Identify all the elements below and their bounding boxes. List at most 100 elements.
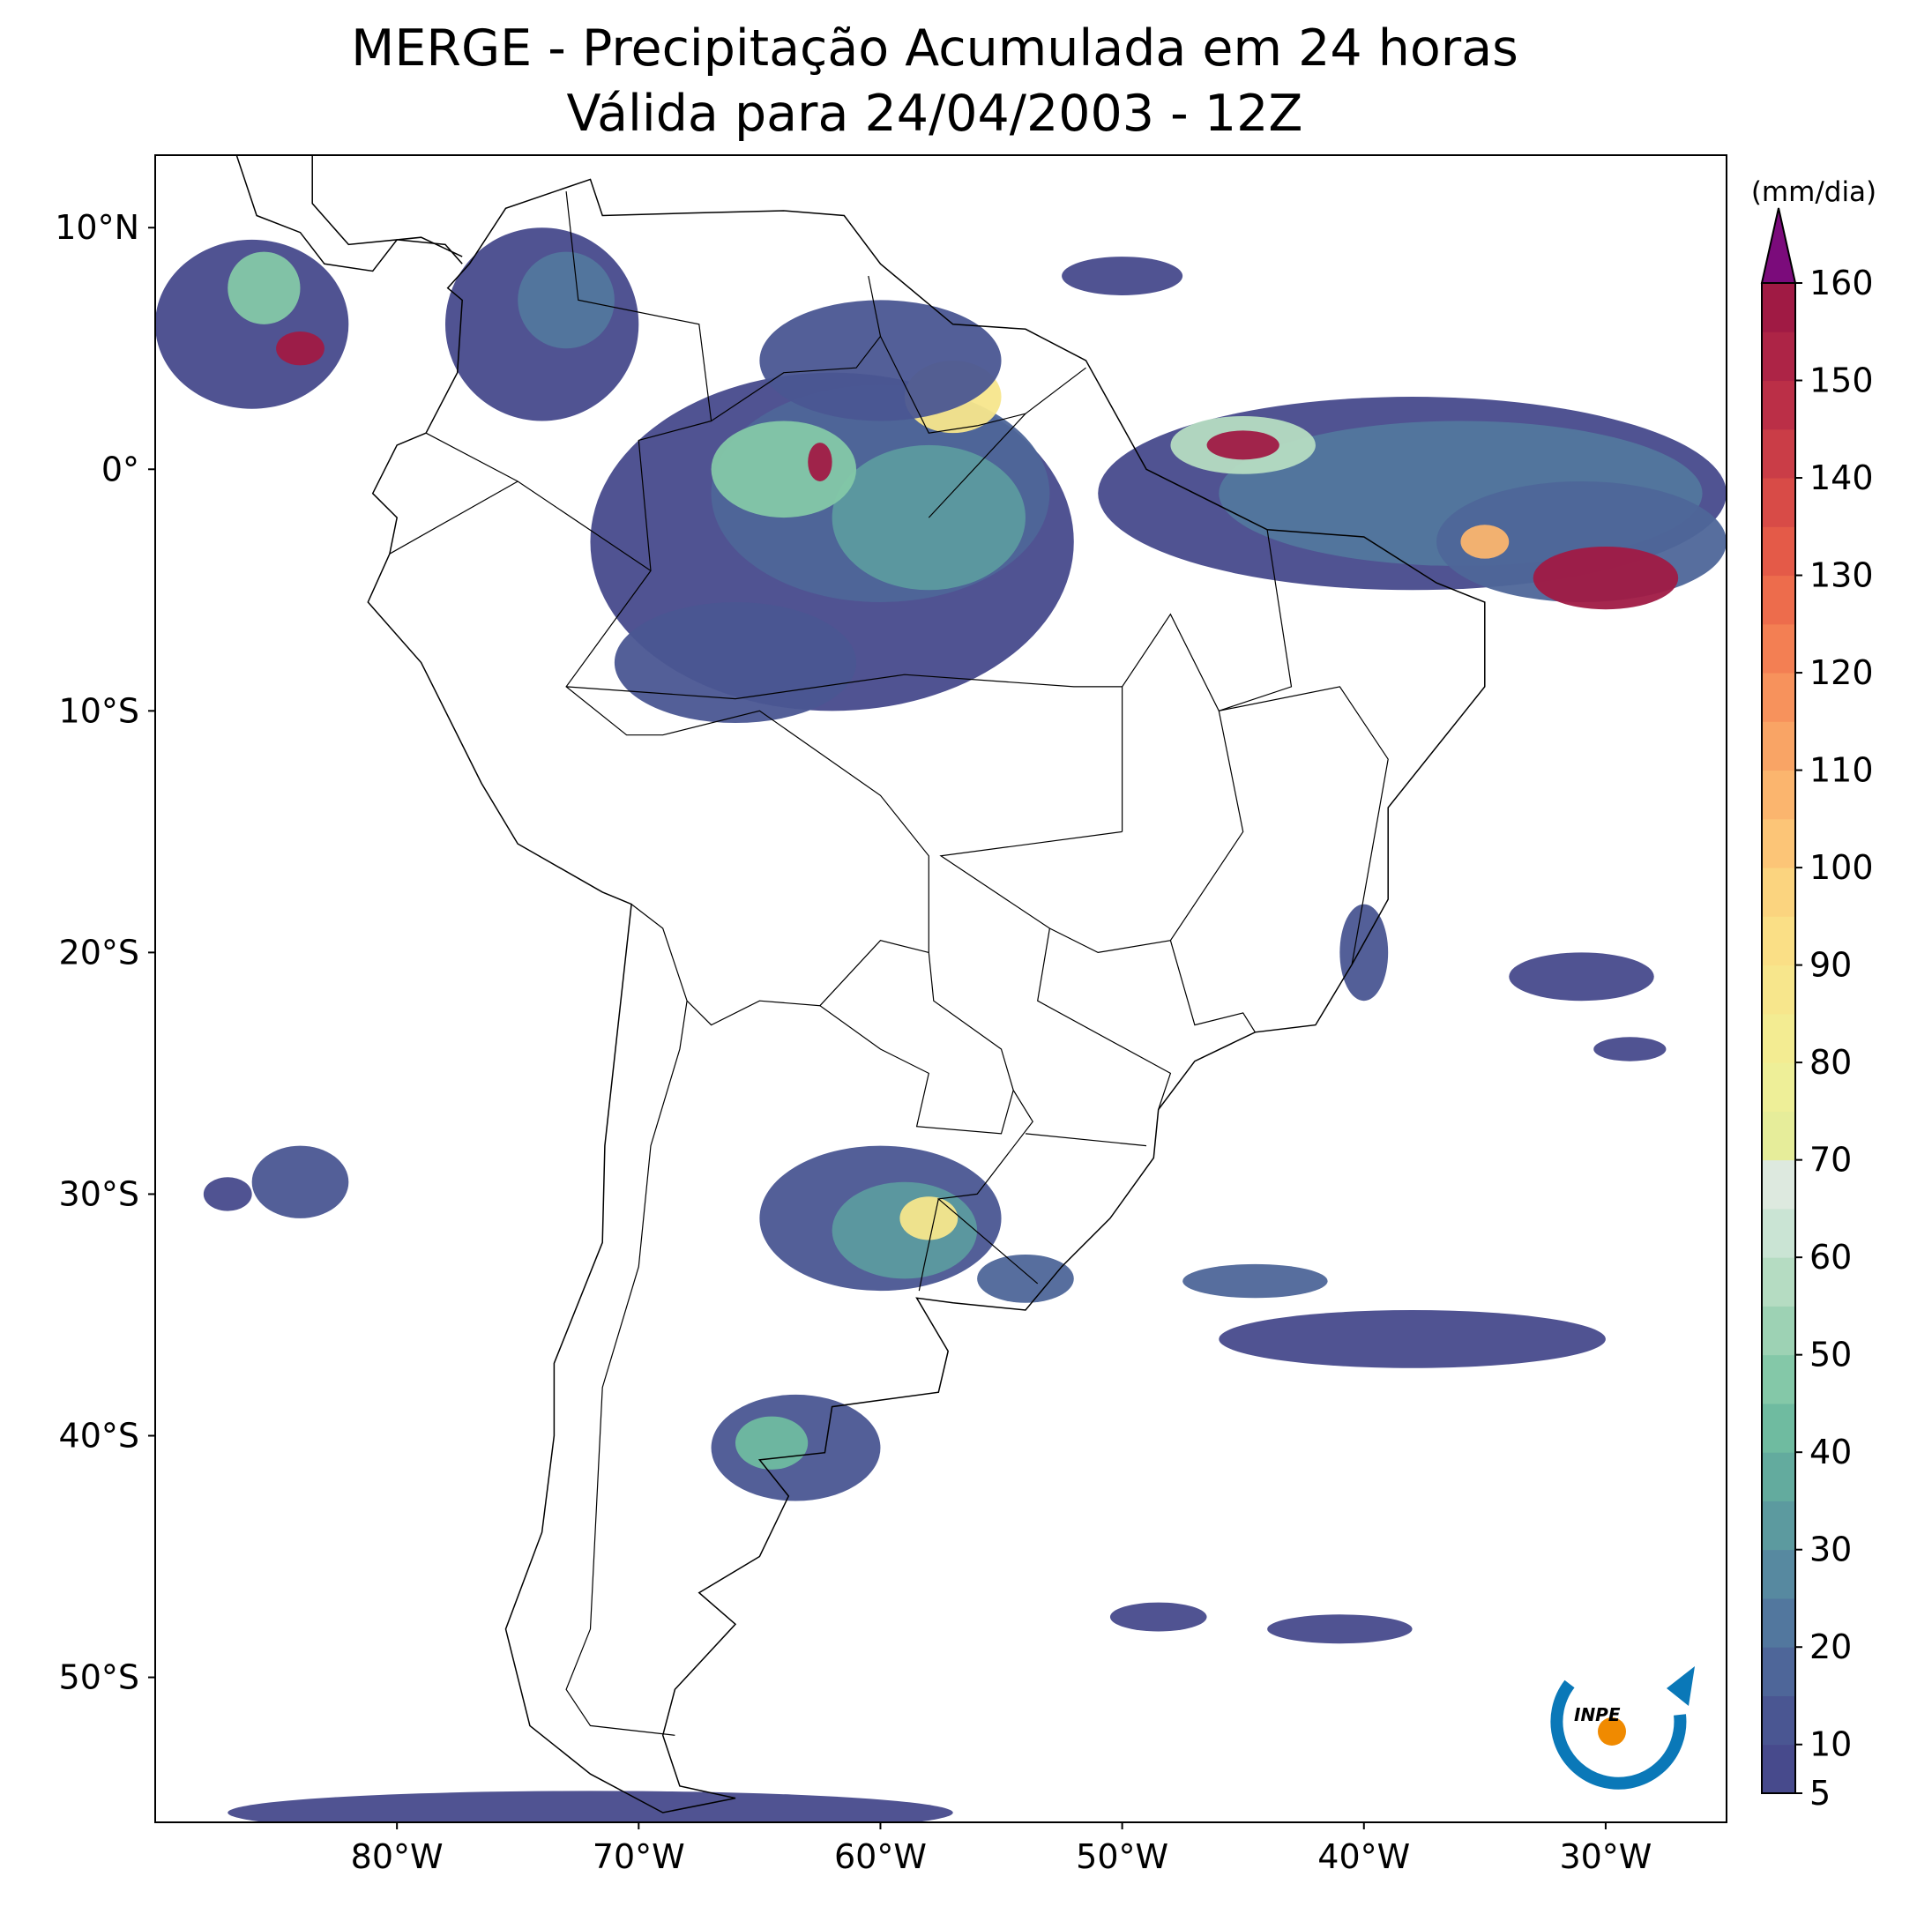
colorbar-tick-label: 80 xyxy=(1809,1043,1852,1082)
colorbar-bin xyxy=(1762,478,1795,527)
colorbar-bin xyxy=(1762,721,1795,771)
precip-area xyxy=(808,443,832,481)
colorbar-bin xyxy=(1762,1501,1795,1551)
colorbar-bin xyxy=(1762,1257,1795,1307)
colorbar-bin xyxy=(1762,1111,1795,1161)
colorbar-bin xyxy=(1762,1744,1795,1794)
x-tick-label: 50°W xyxy=(1076,1837,1168,1876)
logo-arc xyxy=(1550,1679,1687,1790)
colorbar-tick-label: 5 xyxy=(1809,1774,1831,1813)
colorbar-tick-label: 20 xyxy=(1809,1627,1852,1666)
colorbar-tick-label: 70 xyxy=(1809,1141,1852,1180)
logo-dot xyxy=(1598,1717,1626,1746)
colorbar-frame xyxy=(1761,282,1796,1794)
colorbar-tick-label: 40 xyxy=(1809,1433,1852,1471)
precip-area xyxy=(228,1791,953,1822)
coastline xyxy=(235,155,463,272)
border xyxy=(630,904,929,1026)
border xyxy=(1025,1133,1147,1147)
colorbar-bin xyxy=(1762,526,1795,577)
precip-area xyxy=(518,251,615,349)
map-frame xyxy=(154,154,1727,1823)
border xyxy=(1219,686,1389,965)
border xyxy=(918,1198,939,1292)
y-tick-label: 40°S xyxy=(59,1417,139,1456)
colorbar-tick-label: 150 xyxy=(1809,361,1874,400)
colorbar-bin xyxy=(1762,1159,1795,1210)
colorbar-tick-label: 100 xyxy=(1809,848,1874,887)
map-area xyxy=(155,155,1727,1822)
y-tick-label: 10°S xyxy=(59,691,139,730)
y-tick-label: 20°S xyxy=(59,933,139,972)
border xyxy=(389,480,518,555)
colorbar-bin xyxy=(1762,1013,1795,1063)
colorbar-bin xyxy=(1762,1452,1795,1501)
precip-area xyxy=(1593,1037,1667,1061)
logo-text: INPE xyxy=(1574,1704,1621,1725)
colorbar-bin xyxy=(1762,1354,1795,1404)
colorbar-bin xyxy=(1762,818,1795,868)
colorbar-bin xyxy=(1762,1403,1795,1453)
colorbar-bin xyxy=(1762,1306,1795,1356)
colorbar-bin xyxy=(1762,1695,1795,1746)
x-tick-label: 30°W xyxy=(1559,1837,1652,1876)
colorbar-tick-label: 60 xyxy=(1809,1238,1852,1277)
colorbar-tick-label: 140 xyxy=(1809,458,1874,497)
precip-area xyxy=(759,300,1002,421)
y-tick-label: 50°S xyxy=(59,1658,139,1697)
x-tick-label: 40°W xyxy=(1317,1837,1410,1876)
precip-area xyxy=(1509,952,1654,1002)
border xyxy=(819,1005,1014,1135)
border xyxy=(1037,927,1172,1110)
colorbar-tick-label: 10 xyxy=(1809,1725,1852,1764)
precip-area xyxy=(899,1196,959,1240)
coastline xyxy=(311,155,463,257)
y-tick-label: 10°N xyxy=(55,208,139,247)
precip-area xyxy=(977,1254,1074,1303)
colorbar-bin xyxy=(1762,1549,1795,1599)
colorbar-bin xyxy=(1762,380,1795,430)
precip-area xyxy=(155,239,349,409)
y-tick-label: 0° xyxy=(101,450,139,488)
border xyxy=(1219,529,1293,711)
colorbar-tick-label: 120 xyxy=(1809,653,1874,692)
colorbar-bin xyxy=(1762,673,1795,722)
precip-area xyxy=(735,1416,809,1470)
colorbar-tick-label: 30 xyxy=(1809,1530,1852,1569)
border xyxy=(711,275,882,421)
colorbar-tick-label: 130 xyxy=(1809,556,1874,595)
precip-area xyxy=(1219,1309,1606,1368)
precip-area xyxy=(711,421,857,518)
border xyxy=(566,674,1123,700)
colorbar-tick-label: 90 xyxy=(1809,946,1852,985)
coastline xyxy=(367,178,1486,1813)
precip-area xyxy=(614,602,857,724)
border xyxy=(879,336,1086,434)
precip-area xyxy=(276,331,324,366)
colorbar-bin xyxy=(1762,1597,1795,1648)
colorbar-bin xyxy=(1762,623,1795,674)
colorbar-label: (mm/dia) xyxy=(1751,176,1876,208)
border xyxy=(928,413,1026,518)
colorbar-bin xyxy=(1762,770,1795,820)
colorbar-bin xyxy=(1762,868,1795,917)
colorbar-bin xyxy=(1762,964,1795,1015)
x-tick-label: 60°W xyxy=(834,1837,927,1876)
border xyxy=(1169,940,1256,1033)
x-tick-label: 80°W xyxy=(351,1837,444,1876)
subtitle: Válida para 24/04/2003 - 12Z xyxy=(567,85,1303,143)
colorbar-bin xyxy=(1762,428,1795,479)
colorbar-tick-label: 50 xyxy=(1809,1336,1852,1374)
precip-area xyxy=(1206,430,1279,460)
colorbar-tick-label: 110 xyxy=(1809,751,1874,790)
precip-area xyxy=(1182,1263,1328,1299)
colorbar-bin xyxy=(1762,1647,1795,1696)
colorbar-bin xyxy=(1762,283,1795,332)
border xyxy=(939,613,1244,954)
colorbar-tick-label: 160 xyxy=(1809,264,1874,302)
border xyxy=(565,1001,688,1736)
colorbar-bin xyxy=(1762,1208,1795,1258)
precip-area xyxy=(251,1145,349,1218)
precip-area xyxy=(203,1177,252,1211)
